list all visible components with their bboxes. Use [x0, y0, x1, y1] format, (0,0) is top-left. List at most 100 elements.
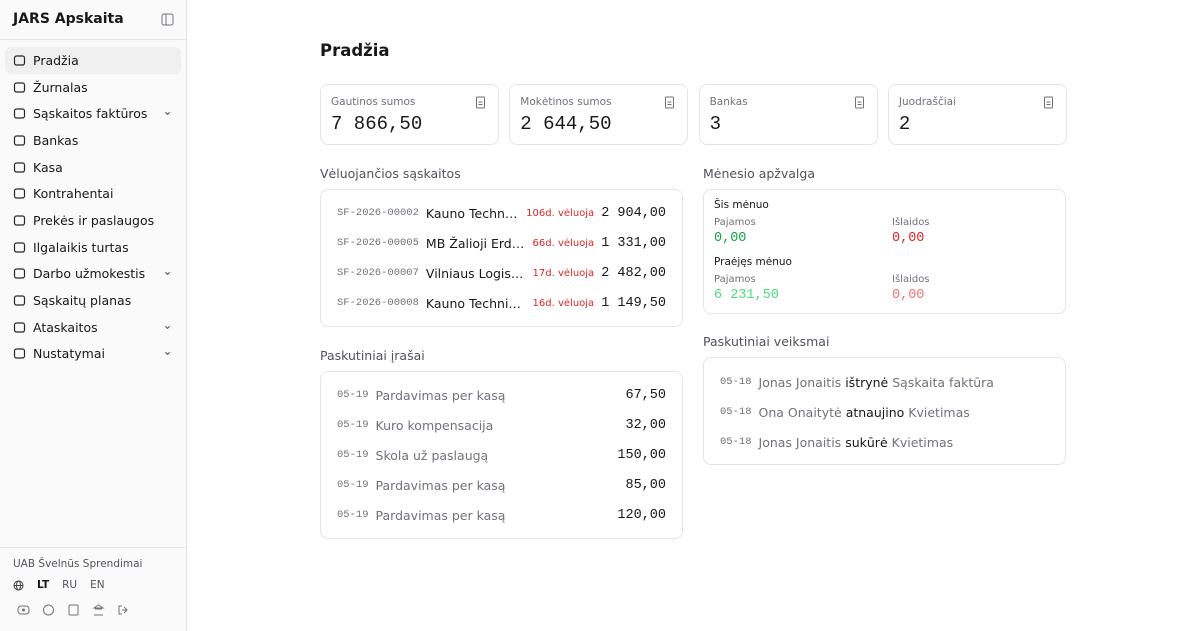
company: UAB Švelnūs Sprendimai: [13, 558, 143, 570]
nav-item[interactable]: Sąskaitų planas: [5, 287, 181, 314]
nav-label: Pradžia: [33, 52, 79, 68]
stat-card: Gautinos sumos 7 866,50: [320, 84, 499, 145]
nav-icon: [13, 268, 26, 279]
section-title: Paskutiniai įrašai: [320, 348, 425, 363]
nav-item[interactable]: Ataskaitos: [5, 314, 181, 341]
action-verb: atnaujino: [845, 404, 905, 420]
amount: 32,00: [625, 417, 666, 433]
nav-label: Ataskaitos: [33, 319, 98, 335]
entries-row: 05-19 Pardavimas per kasą 120,00: [337, 505, 666, 525]
nav-label: Kasa: [33, 159, 63, 175]
nav-item[interactable]: Kontrahentai: [5, 180, 181, 207]
language-option[interactable]: LT: [37, 579, 50, 591]
action-object: Kvietimas: [891, 434, 954, 450]
invoice-number: SF-2026-00007: [337, 267, 419, 279]
language-option[interactable]: RU: [62, 579, 78, 591]
nav-label: Sąskaitos faktūros: [33, 106, 148, 122]
globe-icon: [13, 580, 24, 590]
overdue-days: 16d. vėluoja: [532, 297, 595, 309]
tool-icon[interactable]: [17, 604, 30, 616]
action-verb: sukūrė: [845, 434, 888, 450]
nav-label: Nustatymai: [33, 346, 105, 362]
nav-item[interactable]: Sąskaitos faktūros: [5, 100, 181, 127]
stat-value: 3: [709, 113, 721, 135]
nav-icon: [13, 322, 26, 333]
nav-item[interactable]: Nustatymai: [5, 341, 181, 368]
metric-value: 6 231,50: [714, 288, 779, 303]
tool-icon[interactable]: [92, 604, 105, 616]
amount: 67,50: [625, 387, 666, 403]
actions-card: 05-18 Jonas Jonaitis ištrynė Sąskaita faktū…: [703, 357, 1066, 465]
nav-icon: [13, 348, 26, 360]
entry-description: Pardavimas per kasą: [375, 387, 506, 403]
brand: JARS Apskaita: [13, 11, 124, 27]
entry-description: Pardavimas per kasą: [375, 507, 506, 523]
amount: 85,00: [625, 477, 666, 493]
sidebar: JARS Apskaita Pradžia Žurnalas Sąskaitos f…: [0, 0, 187, 631]
amount: 1 149,50: [601, 295, 666, 311]
metric-label: Pajamos: [714, 217, 756, 228]
nav-item[interactable]: Pradžia: [5, 47, 181, 74]
nav-icon: [13, 55, 26, 66]
section-title: Mėnesio apžvalga: [703, 166, 815, 181]
nav-icon: [13, 108, 26, 119]
tool-icon[interactable]: [117, 604, 130, 616]
client: Kauno Technika UAB: [425, 205, 521, 221]
nav-item[interactable]: Bankas: [5, 127, 181, 154]
action-date: 05-18: [720, 406, 752, 418]
amount: 2 904,00: [601, 205, 666, 221]
nav-item[interactable]: Žurnalas: [5, 74, 181, 101]
invoice-number: SF-2026-00005: [337, 237, 419, 249]
action-verb: ištrynė: [845, 374, 889, 390]
language-option[interactable]: EN: [90, 579, 105, 591]
entry-date: 05-19: [337, 509, 369, 521]
nav-label: Ilgalaikis turtas: [33, 239, 129, 255]
metric-value: 0,00: [892, 231, 925, 246]
client: Kauno Technika UAB: [425, 295, 527, 311]
invoice-number: SF-2026-00002: [337, 207, 419, 219]
section-title: Vėluojančios sąskaitos: [320, 166, 461, 181]
invoice-number: SF-2026-00008: [337, 297, 419, 309]
stat-icon: [665, 96, 675, 109]
amount: 120,00: [617, 507, 666, 523]
overdue-days: 17d. vėluoja: [532, 267, 595, 279]
nav-item[interactable]: Ilgalaikis turtas: [5, 234, 181, 261]
metric-label: Išlaidos: [892, 217, 930, 228]
overdue-days: 66d. vėluoja: [532, 237, 595, 249]
overdue-days: 106d. vėluoja: [526, 207, 595, 219]
period-name: Šis mėnuo: [714, 199, 769, 211]
stat-card: Mokėtinos sumos 2 644,50: [509, 84, 689, 145]
stat-icon: [476, 96, 485, 109]
tool-icon[interactable]: [67, 604, 80, 616]
overdue-row: SF-2026-00002 Kauno Technika UAB 106d. vėl…: [337, 203, 666, 223]
stat-label: Bankas: [709, 96, 748, 108]
client: Vilniaus Logistika UAB: [425, 265, 527, 281]
tool-icon[interactable]: [42, 604, 55, 616]
nav-label: Sąskaitų planas: [33, 293, 132, 309]
nav-icon: [13, 188, 26, 199]
nav-item[interactable]: Darbo užmokestis: [5, 261, 181, 288]
divider: [0, 39, 186, 40]
metric-value: 0,00: [714, 231, 747, 246]
languages: LT RU EN: [13, 579, 105, 591]
stat-value: 7 866,50: [331, 113, 423, 135]
entries-card: 05-19 Pardavimas per kasą 67,50 05-19 Kuro k…: [320, 371, 683, 539]
stat-label: Mokėtinos sumos: [520, 96, 612, 108]
nav-item[interactable]: Kasa: [5, 154, 181, 181]
period-name: Praėjęs mėnuo: [714, 256, 792, 268]
stat-icon: [854, 96, 864, 109]
client: MB Žalioji Erdvė: [425, 235, 527, 251]
metric-label: Išlaidos: [892, 274, 930, 285]
chevron: [165, 112, 170, 116]
collapse-button[interactable]: [161, 13, 174, 26]
chevron: [165, 352, 170, 356]
nav-label: Kontrahentai: [33, 186, 114, 202]
action-date: 05-18: [720, 436, 752, 448]
stat-card: Bankas 3: [698, 84, 878, 145]
actions-row: 05-18 Jonas Jonaitis sukūrė Kvietimas: [720, 432, 1049, 452]
action-object: Kvietimas: [908, 404, 970, 420]
nav-item[interactable]: Prekės ir paslaugos: [5, 207, 181, 234]
nav-label: Žurnalas: [33, 79, 88, 95]
entry-date: 05-19: [337, 449, 369, 461]
